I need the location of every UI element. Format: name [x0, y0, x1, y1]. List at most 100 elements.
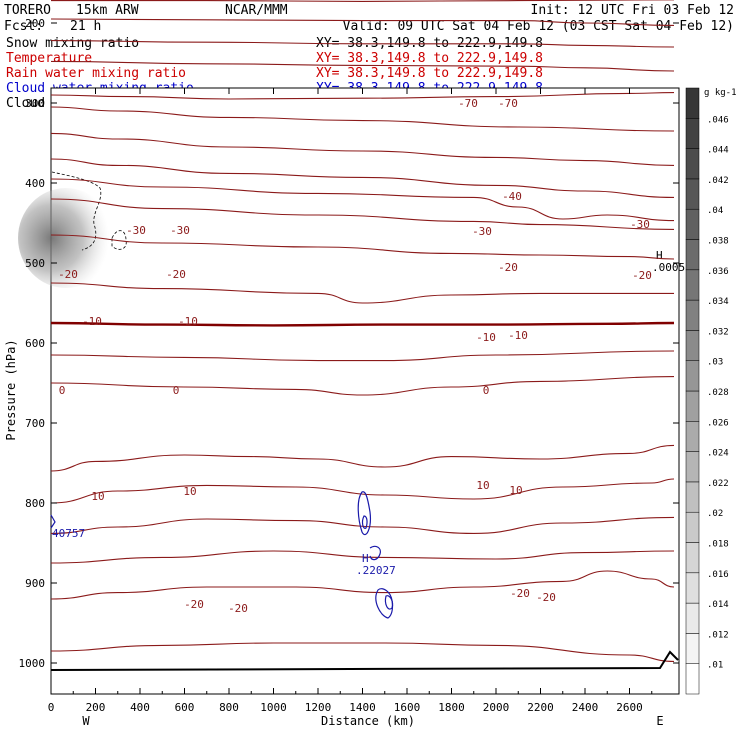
- contour-label: -10: [82, 315, 102, 328]
- contour-label: -20: [510, 587, 530, 600]
- terrain-line: [50, 650, 679, 671]
- colorbar-tick-label: .026: [707, 418, 729, 428]
- isotherm: [51, 0, 675, 2]
- x-tick-label: 800: [219, 701, 239, 714]
- colorbar-tick-label: .012: [707, 630, 729, 640]
- colorbar: .01 .012 .014 .016 .018 .02 .022 .024 .026 .028 .0…: [685, 87, 729, 695]
- cloud-water-contour: [361, 515, 368, 529]
- colorbar-cell: [685, 239, 700, 271]
- west-label: W: [82, 714, 90, 728]
- isotherm: [50, 158, 675, 198]
- x-tick-label: 2400: [572, 701, 599, 714]
- snow-shading: H.0005: [18, 171, 685, 288]
- y-tick-label: 400: [25, 177, 45, 190]
- model-name: TORERO: [4, 3, 51, 18]
- cloud-water-max-value: .22027: [356, 564, 396, 577]
- contour-label: -20: [184, 598, 204, 611]
- ice-max-marker: H: [656, 249, 663, 262]
- east-label: E: [656, 714, 663, 728]
- isotherm: [50, 234, 675, 260]
- colorbar-cell: [685, 633, 700, 664]
- x-tick-label: 400: [130, 701, 150, 714]
- colorbar-tick-label: .024: [707, 449, 729, 459]
- y-tick-label: 500: [25, 257, 45, 270]
- colorbar-cell: [685, 421, 700, 452]
- colorbar-cell: [685, 269, 700, 301]
- contour-label: -70: [498, 97, 518, 110]
- contour-label: -20: [166, 268, 186, 281]
- colorbar-tick-label: .028: [707, 388, 729, 398]
- contour-label: 0: [173, 384, 180, 397]
- contour-label: -70: [458, 97, 478, 110]
- colorbar-cell: [685, 572, 700, 604]
- colorbar-tick-label: .022: [707, 479, 729, 489]
- terrain-profile: [50, 650, 679, 671]
- contour-label: -40: [502, 190, 522, 203]
- field-label: Rain water mixing ratio: [6, 66, 186, 81]
- colorbar-cell: [685, 542, 700, 574]
- field-label: Snow mixing ratio: [6, 36, 139, 51]
- x-tick-label: 200: [86, 701, 106, 714]
- contour-label: -20: [632, 269, 652, 282]
- isotherm: [50, 132, 675, 166]
- contour-labels: -70 -70 -40 -30 -30 -30 -30 -20 -20 -20 -20 -10 -10 -…: [58, 97, 652, 615]
- isotherm: [50, 40, 675, 48]
- colorbar-cell: [685, 299, 700, 331]
- contour-label: -30: [126, 224, 146, 237]
- contour-label: 0: [59, 384, 66, 397]
- colorbar-unit: g kg-1: [704, 88, 737, 98]
- y-tick-label: 800: [25, 497, 45, 510]
- isotherm: [50, 550, 675, 564]
- colorbar-cell: [685, 511, 700, 543]
- colorbar-cell: [685, 390, 700, 422]
- ice-contour: [111, 230, 127, 250]
- contour-label: 10: [476, 479, 489, 492]
- contour-label: 10: [509, 484, 522, 497]
- isotherm: [50, 92, 675, 100]
- x-tick-label: 1400: [349, 701, 376, 714]
- snow-shade: [18, 188, 114, 288]
- field-range: XY= 38.3,149.8 to 222.9,149.8: [316, 51, 543, 66]
- y-tick-label: 1000: [19, 657, 46, 670]
- field-label: Temperature: [6, 51, 92, 66]
- colorbar-cell: [685, 451, 700, 483]
- isotherm: [50, 18, 675, 26]
- contour-label: -20: [58, 268, 78, 281]
- x-tick-label: 2000: [483, 701, 510, 714]
- colorbar-tick-label: .018: [707, 540, 729, 550]
- cloud-water-contour: [369, 545, 381, 561]
- colorbar-cell: [685, 178, 700, 210]
- plot-frame: [50, 87, 680, 695]
- contour-label: -20: [228, 602, 248, 615]
- cloud-water-max-marker: H: [362, 552, 369, 565]
- forecast-label: Fcst:: [4, 19, 43, 34]
- contour-label: -20: [536, 591, 556, 604]
- contour-label: -30: [472, 225, 492, 238]
- y-tick-label: 700: [25, 417, 45, 430]
- colorbar-tick-label: .036: [707, 267, 729, 277]
- x-tick-label: 0: [48, 701, 55, 714]
- valid-time: Valid: 09 UTC Sat 04 Feb 12 (03 CST Sat …: [343, 19, 734, 34]
- colorbar-tick-label: .016: [707, 570, 729, 580]
- colorbar-cell: [685, 360, 700, 392]
- x-tick-label: 600: [175, 701, 195, 714]
- isotherm: [50, 60, 675, 72]
- contour-label: 10: [183, 485, 196, 498]
- contour-label: -30: [630, 218, 650, 231]
- contour-label: -30: [170, 224, 190, 237]
- y-axis-title: Pressure (hPa): [4, 339, 18, 440]
- field-range: XY= 38.3,149.8 to 222.9,149.8: [316, 66, 543, 81]
- contour-label: -10: [476, 331, 496, 344]
- contour-label: 10: [91, 490, 104, 503]
- isotherm: [50, 106, 675, 132]
- cloud-water-value: 40757: [52, 527, 85, 540]
- colorbar-cell: [685, 118, 700, 149]
- colorbar-tick-label: .044: [707, 146, 729, 156]
- axes: 0 200 400 600 800 1000 1200 1400 1600 1800 2000 220…: [19, 17, 679, 714]
- colorbar-cell: [685, 208, 700, 240]
- y-tick-label: 300: [25, 97, 45, 110]
- isotherm: [50, 350, 675, 362]
- contour-label: -20: [498, 261, 518, 274]
- cloud-water-contours: 40757 H.22027: [50, 491, 396, 619]
- y-tick-label: 600: [25, 337, 45, 350]
